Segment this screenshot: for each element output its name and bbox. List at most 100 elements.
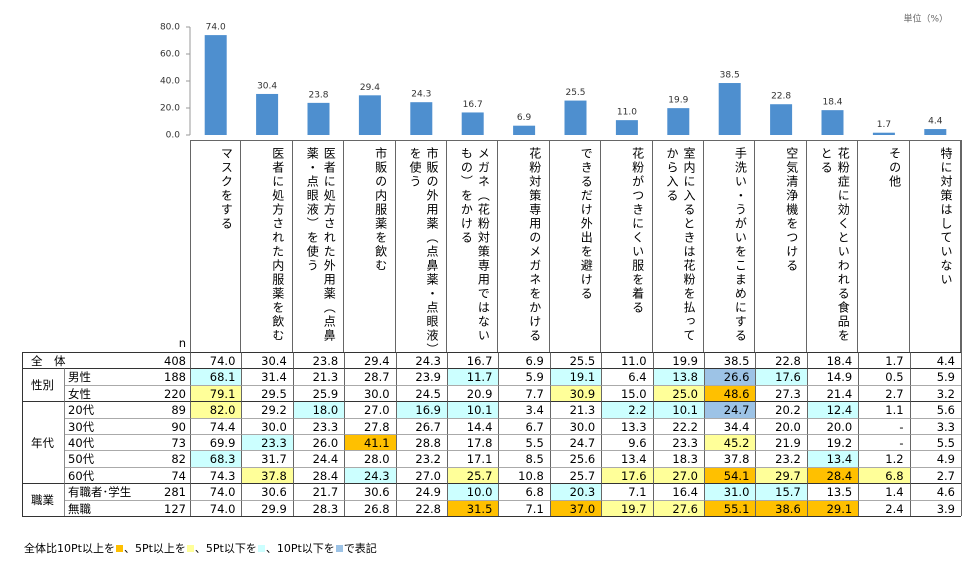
table-cell: 23.3 — [241, 434, 293, 451]
table-cell: 8.5 — [498, 450, 550, 467]
table-cell: 15.0 — [601, 384, 653, 402]
group-label: 職業 — [22, 483, 65, 516]
y-tick-label: 20.0 — [160, 104, 180, 114]
category-header: メガネ（花粉対策専用ではないもの）をかける — [447, 140, 499, 352]
table-cell: 22.8 — [755, 352, 807, 369]
bar — [615, 120, 638, 135]
row-label: 30代 — [65, 417, 140, 434]
table-cell: 7.7 — [498, 384, 550, 402]
table-cell: 10.1 — [652, 401, 704, 418]
table-cell: 20.2 — [755, 401, 807, 418]
table-cell: 5.9 — [498, 368, 550, 385]
value-label: 23.8 — [308, 90, 328, 100]
table-cell: 10.8 — [498, 466, 550, 484]
table-cell: 25.5 — [549, 352, 602, 369]
table-cell: 31.5 — [447, 499, 499, 516]
table-cell: 4.6 — [909, 483, 961, 500]
table-cell: 12.4 — [806, 401, 859, 418]
row-label: 40代 — [65, 434, 140, 450]
table-cell: 2.2 — [601, 401, 653, 418]
table-cell: 27.6 — [652, 499, 704, 516]
table-cell: 28.7 — [344, 368, 396, 385]
table-cell: 13.5 — [806, 483, 859, 500]
bar — [358, 95, 381, 135]
table-cell: - — [858, 434, 910, 451]
table-cell: 21.3 — [292, 368, 345, 385]
table-cell: 26.7 — [395, 417, 447, 434]
table-cell: 6.8 — [498, 483, 550, 500]
y-tick-label: 0.0 — [166, 131, 181, 141]
row-label: 有職者･学生 — [65, 483, 140, 499]
table-cell: 2.7 — [909, 466, 961, 484]
table-cell: 18.4 — [806, 352, 859, 369]
table-cell: 1.1 — [858, 401, 910, 418]
table-cell: 24.9 — [395, 483, 447, 500]
table-cell: 1.2 — [858, 450, 910, 467]
table-cell: 7.1 — [498, 499, 550, 516]
table-cell: 11.7 — [447, 368, 499, 385]
table-cell: 3.2 — [909, 384, 961, 402]
table-cell: 30.6 — [344, 483, 396, 500]
table-cell: 22.2 — [652, 417, 704, 434]
table-cell: 82.0 — [190, 401, 242, 418]
n-cell: 73 — [140, 434, 190, 450]
legend-text: 、5Pt以下を — [194, 542, 257, 555]
bar — [307, 102, 330, 135]
category-header: 市販の外用薬（点鼻薬・点眼液）を使う — [395, 140, 447, 352]
table-cell: 28.4 — [292, 466, 345, 484]
table-cell: 5.5 — [498, 434, 550, 451]
table-cell: 2.4 — [858, 499, 910, 516]
table-cell: 17.1 — [447, 450, 499, 467]
group-label: 全 体 — [22, 352, 140, 369]
table-cell: 16.9 — [395, 401, 447, 418]
bar — [821, 110, 844, 135]
table-cell: 5.9 — [909, 368, 961, 385]
table-cell: 6.8 — [858, 466, 910, 484]
table-cell: 4.4 — [909, 352, 961, 369]
bar — [924, 129, 947, 135]
table-cell: 26.6 — [704, 368, 756, 385]
table-cell: 30.0 — [344, 384, 396, 402]
value-label: 29.4 — [360, 83, 380, 93]
table-cell: 38.5 — [704, 352, 756, 369]
value-label: 1.7 — [877, 120, 891, 130]
legend-swatch — [257, 545, 265, 552]
table-cell: 21.9 — [755, 434, 807, 451]
table-cell: 27.0 — [395, 466, 447, 484]
table-cell: 34.4 — [704, 417, 756, 434]
table-cell: 45.2 — [704, 434, 756, 451]
n-cell: 408 — [140, 352, 190, 368]
n-cell: 90 — [140, 417, 190, 434]
value-label: 11.0 — [617, 108, 637, 118]
table-cell: 54.1 — [704, 466, 756, 484]
table-cell: 25.0 — [652, 384, 704, 402]
legend-text: 、10Pt以下を — [265, 542, 335, 555]
table-cell: 5.5 — [909, 434, 961, 451]
table-cell: 30.0 — [241, 417, 293, 434]
row-label: 男性 — [65, 368, 140, 384]
table-cell: 19.2 — [806, 434, 859, 451]
table-cell: 48.6 — [704, 384, 756, 402]
category-header: 市販の内服薬を飲む — [344, 140, 396, 352]
y-tick-label: 80.0 — [160, 23, 180, 33]
table-cell: 21.4 — [806, 384, 859, 402]
legend-text: 全体比10Pt以上を — [24, 542, 115, 555]
table-bottom-border — [22, 516, 961, 517]
legend-text: で表記 — [343, 542, 377, 555]
value-label: 19.9 — [668, 96, 688, 106]
table-cell: 24.7 — [549, 434, 602, 451]
table-cell: 10.1 — [447, 401, 499, 418]
category-header: その他 — [858, 140, 910, 352]
table-cell: 68.3 — [190, 450, 242, 467]
table-cell: 28.4 — [806, 466, 859, 484]
table-cell: 31.0 — [704, 483, 756, 500]
table-cell: 14.4 — [447, 417, 499, 434]
bar — [770, 104, 793, 135]
table-cell: 6.4 — [601, 368, 653, 385]
table-cell: 29.1 — [806, 499, 859, 516]
category-header: できるだけ外出を避ける — [549, 140, 602, 352]
table-cell: 29.7 — [755, 466, 807, 484]
category-header: 特に対策はしていない — [909, 140, 961, 352]
table-cell: 16.4 — [652, 483, 704, 500]
table-cell: 24.7 — [704, 401, 756, 418]
